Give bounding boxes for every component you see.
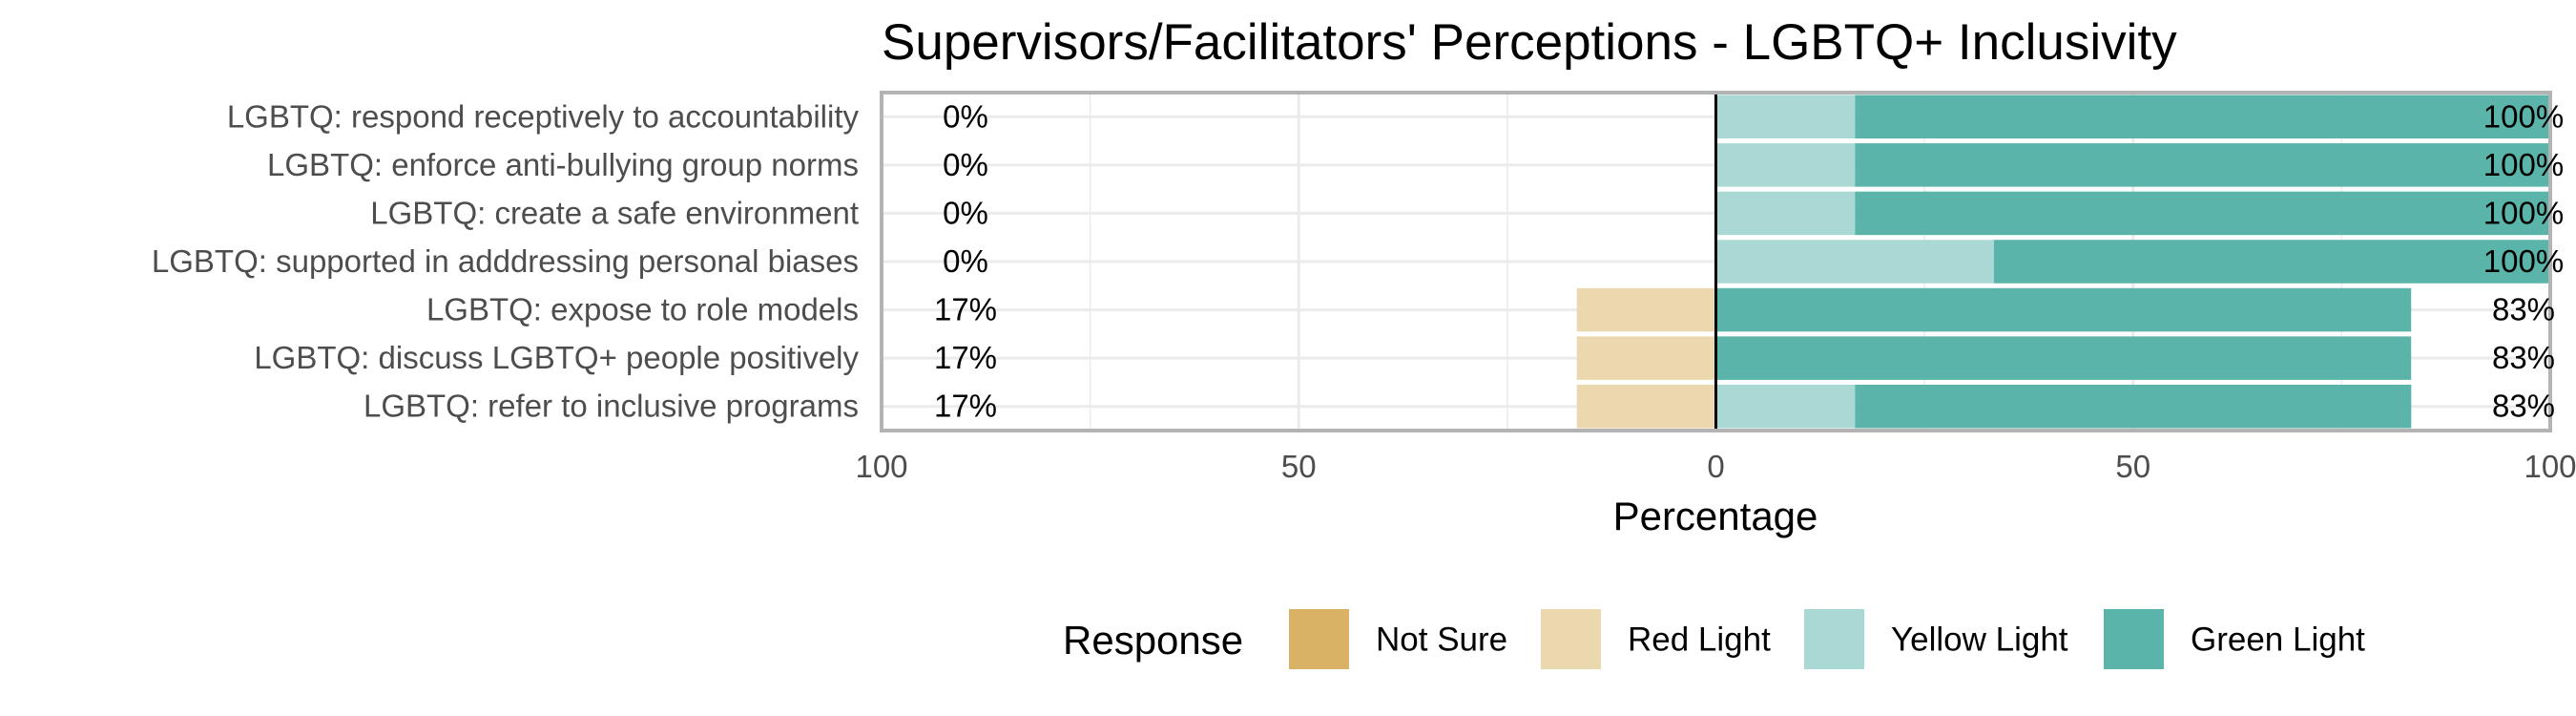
category-labels: LGBTQ: respond receptively to accountabi… xyxy=(152,98,860,423)
category-label: LGBTQ: respond receptively to accountabi… xyxy=(227,98,860,134)
right-percent-label: 100% xyxy=(2483,98,2564,134)
legend-items: Not Sure Red Light Yellow Light Green Light xyxy=(1287,607,2365,671)
right-percent-label: 100% xyxy=(2483,147,2564,182)
chart-title: Supervisors/Facilitators' Perceptions - … xyxy=(882,14,2177,71)
x-tick-labels: 100 50 0 50 100 xyxy=(855,449,2576,484)
left-percent-label: 0% xyxy=(943,147,988,182)
legend-label: Not Sure xyxy=(1376,621,1507,659)
right-percent-label: 83% xyxy=(2492,340,2555,375)
bar-yellow-light xyxy=(1715,191,1856,236)
category-label: LGBTQ: supported in adddressing personal… xyxy=(152,243,859,279)
bar-green-light xyxy=(1855,143,2550,187)
legend-title: Response xyxy=(1063,618,1243,663)
bar-red-light xyxy=(1576,336,1716,380)
bar-red-light xyxy=(1576,287,1716,332)
bars xyxy=(1576,95,2550,429)
left-percent-label: 0% xyxy=(943,195,988,230)
left-percent-label: 17% xyxy=(934,292,997,327)
x-tick-label: 100 xyxy=(2524,449,2576,484)
legend-label: Green Light xyxy=(2191,621,2365,659)
x-axis-title: Percentage xyxy=(1613,494,1818,538)
percent-labels: 0% 0% 0% 0% 17% 17% 17% 100% 100% 100% 100% 83% 83% 8… xyxy=(934,98,2564,423)
category-label: LGBTQ: discuss LGBTQ+ people positively xyxy=(254,340,859,375)
x-tick-label: 50 xyxy=(2115,449,2150,484)
bar-green-light xyxy=(1855,384,2412,429)
bar-green-light xyxy=(1715,336,2412,380)
bar-yellow-light xyxy=(1715,384,1856,429)
category-label: LGBTQ: create a safe environment xyxy=(370,195,859,230)
category-label: LGBTQ: refer to inclusive programs xyxy=(364,389,859,424)
bar-red-light xyxy=(1576,384,1716,429)
bar-green-light xyxy=(1993,240,2550,284)
right-percent-label: 83% xyxy=(2492,389,2555,424)
legend-key xyxy=(1287,607,1351,671)
left-percent-label: 17% xyxy=(934,340,997,375)
legend-label: Yellow Light xyxy=(1891,621,2068,659)
left-percent-label: 0% xyxy=(943,98,988,134)
category-label: LGBTQ: expose to role models xyxy=(426,292,859,327)
legend-key xyxy=(1802,607,1866,671)
legend-key xyxy=(1539,607,1603,671)
left-percent-label: 0% xyxy=(943,243,988,279)
x-tick-label: 0 xyxy=(1707,449,1724,484)
right-percent-label: 83% xyxy=(2492,292,2555,327)
bar-green-light xyxy=(1715,287,2412,332)
panel-border xyxy=(880,91,2552,432)
left-percent-label: 17% xyxy=(934,389,997,424)
bar-yellow-light xyxy=(1715,95,1856,139)
bar-yellow-light xyxy=(1715,240,1994,284)
legend: Response Not Sure Red Light Yellow Light Gr… xyxy=(1063,607,2365,671)
right-percent-label: 100% xyxy=(2483,243,2564,279)
category-label: LGBTQ: enforce anti-bullying group norms xyxy=(267,147,859,182)
x-tick-label: 100 xyxy=(855,449,907,484)
bar-green-light xyxy=(1855,191,2550,236)
legend-key xyxy=(2102,607,2166,671)
x-tick-label: 50 xyxy=(1281,449,1317,484)
right-percent-label: 100% xyxy=(2483,195,2564,230)
bar-yellow-light xyxy=(1715,143,1856,187)
legend-label: Red Light xyxy=(1628,621,1771,659)
bar-green-light xyxy=(1855,95,2550,139)
